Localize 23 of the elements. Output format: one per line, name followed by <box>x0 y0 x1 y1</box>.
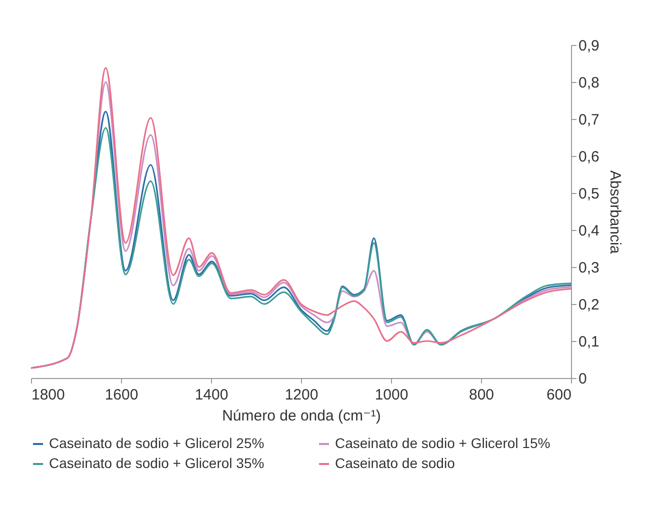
y-tick-label: 0,1 <box>578 334 600 350</box>
legend-label: Caseinato de sodio + Glicerol 25% <box>49 435 264 451</box>
y-tick-label: 0,9 <box>578 38 600 54</box>
legend-label: Caseinato de sodio <box>335 455 456 471</box>
x-tick-label: 1600 <box>104 386 138 404</box>
y-tick-label: 0,7 <box>578 112 600 128</box>
y-tick-label: 0,5 <box>578 186 600 202</box>
legend-label: Caseinato de sodio + Glicerol 35% <box>49 455 264 471</box>
y-tick-label: 0 <box>578 370 587 388</box>
x-tick-label: 1800 <box>32 386 65 404</box>
y-tick-label: 0,4 <box>578 222 600 240</box>
y-tick-label: 0,2 <box>578 296 600 314</box>
y-tick-label: 0,8 <box>578 74 600 92</box>
x-tick-label: 600 <box>546 386 572 404</box>
y-tick-label: 0,6 <box>578 148 600 166</box>
y-axis-title: Absorbancia <box>606 170 624 254</box>
x-axis-title: Número de onda (cm⁻¹) <box>222 408 381 424</box>
x-tick-label: 1000 <box>374 386 408 404</box>
x-tick-label: 1400 <box>194 386 228 404</box>
y-tick-label: 0,3 <box>578 260 600 276</box>
x-tick-label: 800 <box>468 386 494 404</box>
x-tick-label: 1200 <box>284 386 318 404</box>
legend-label: Caseinato de sodio + Glicerol 15% <box>335 435 550 451</box>
